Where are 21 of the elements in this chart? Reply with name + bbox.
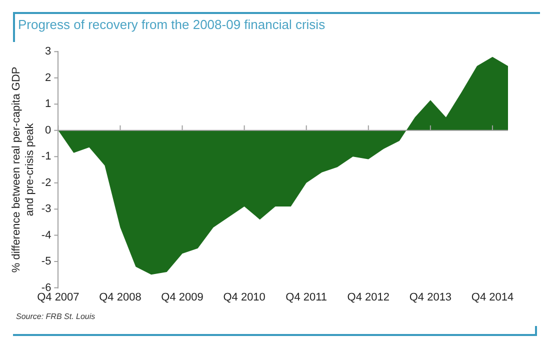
- y-tick-label: -6: [41, 282, 52, 294]
- x-tick-label: Q4 2009: [161, 291, 204, 304]
- y-tick-label: -3: [41, 203, 52, 216]
- y-axis-title: % difference between real per-capita GDP and pre-crisis peak: [10, 66, 36, 273]
- y-tick-label: -1: [41, 150, 52, 163]
- y-tick-label: -4: [41, 229, 52, 242]
- x-tick-label: Q4 2010: [223, 291, 266, 304]
- x-tick-label: Q4 2013: [409, 291, 452, 304]
- x-tick-label: Q4 2007: [37, 291, 80, 304]
- y-tick-label: 2: [45, 72, 52, 84]
- source-note: Source: FRB St. Louis: [16, 312, 96, 321]
- x-tick-label: Q4 2011: [286, 291, 328, 304]
- y-tick-label: 0: [45, 124, 52, 136]
- x-tick-label: Q4 2014: [471, 291, 514, 304]
- chart-title: Progress of recovery from the 2008-09 financial crisis: [18, 17, 326, 32]
- y-tick-label: -5: [41, 256, 52, 268]
- y-tick-label: -2: [41, 176, 52, 189]
- y-tick-label: 3: [45, 46, 52, 58]
- y-tick-label: 1: [45, 98, 52, 110]
- x-tick-label: Q4 2008: [99, 291, 142, 304]
- x-tick-label: Q4 2012: [347, 291, 390, 304]
